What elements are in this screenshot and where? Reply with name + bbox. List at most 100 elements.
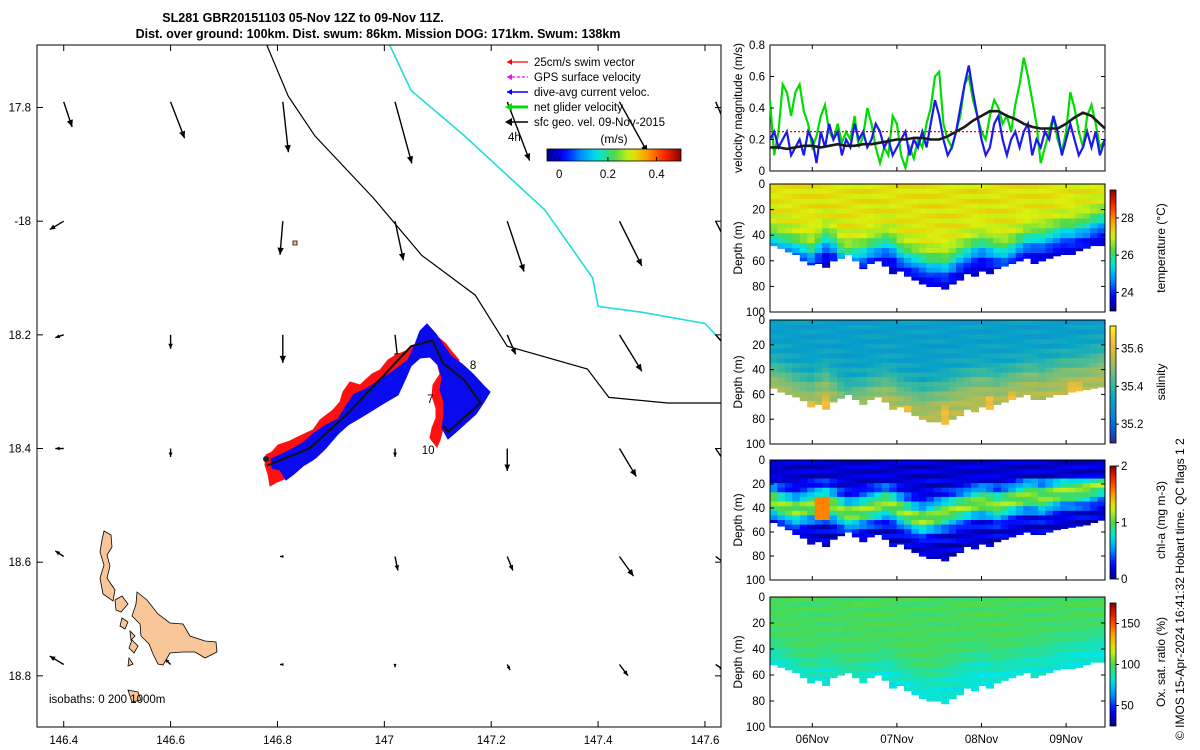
profile-y-tick-label: 80 [752, 414, 765, 426]
current-vector [506, 101, 531, 161]
current-vector [49, 220, 65, 231]
map-frame [36, 44, 722, 728]
profile-y-tick-label: 80 [752, 551, 765, 563]
isobath-1000m [388, 45, 721, 342]
current-vector [63, 101, 73, 128]
profile-y-tick-label: 60 [752, 670, 765, 682]
current-vector [715, 220, 721, 234]
velocity-panel: 0 0.2 0.4 0.6 0.8 velocity magnitude (m/s) [731, 40, 1107, 178]
glider-track [266, 339, 482, 467]
legend-label-swim: 25cm/s swim vector [534, 57, 635, 69]
track-map: 7 8 10 146.4 146.6 146.8 147 147.2 147.4 147.6 17… [9, 44, 722, 747]
current-vector [506, 664, 511, 671]
profile-ylabel: Depth (m) [731, 635, 745, 688]
isobaths-label: isobaths: 0 200 1000m [49, 694, 165, 706]
current-vector [618, 334, 643, 372]
profile-y-tick-label: 0 [759, 455, 765, 467]
profile-ylabel: Depth (m) [731, 221, 745, 274]
profile-y-tick-label: 20 [752, 205, 765, 217]
map-y-tick-label: 18.4 [9, 444, 32, 456]
profile-y-tick-label: 100 [746, 575, 765, 587]
velocity-y-tick-label: 0.4 [749, 103, 766, 115]
profile-cells [770, 597, 1105, 705]
profile-y-tick-label: 80 [752, 696, 765, 708]
colorbar-tick-label: 2 [1121, 461, 1127, 473]
map-y-tick-label: 18.6 [9, 557, 31, 569]
legend-item-dive-avg: dive-avg current veloc. [507, 87, 650, 99]
profile-cells [770, 460, 1105, 562]
current-vector [168, 334, 173, 349]
colorbar-tick-label: 35.2 [1121, 419, 1143, 431]
current-vector [279, 334, 286, 363]
title-line-1: SL281 GBR20151103 05-Nov 12Z to 09-Nov 1… [162, 11, 443, 25]
profile-cells [770, 184, 1105, 290]
day-label: 10 [422, 445, 435, 457]
current-vector [715, 448, 721, 458]
legend-label-dive-avg: dive-avg current veloc. [534, 87, 650, 99]
profile-y-tick-label: 60 [752, 256, 765, 268]
current-vector [280, 554, 284, 559]
current-vector [504, 448, 511, 471]
map-colorbar-ticks: 0 0.2 0.4 [556, 157, 665, 181]
profile-y-tick-label: 40 [752, 365, 765, 377]
current-vector [49, 655, 65, 666]
legend-item-sfc-geo: sfc geo. vel. 09-Nov-2015 [505, 117, 665, 129]
velocity-series [768, 57, 1107, 172]
current-vector [506, 556, 514, 571]
velocity-y-tick-label: 0.2 [749, 135, 765, 147]
legend-label-gps: GPS surface velocity [534, 72, 641, 84]
profile-y-tick-label: 60 [752, 527, 765, 539]
colorbar-label: salinity [1154, 364, 1168, 401]
profile-ylabel: Depth (m) [731, 355, 745, 408]
current-vector [618, 448, 637, 477]
profile-y-tick-label: 100 [746, 439, 765, 451]
current-vector [55, 446, 64, 451]
profile-y-tick-label: 40 [752, 644, 765, 656]
island-land [99, 240, 298, 703]
map-x-tick-label: 147.6 [691, 735, 720, 747]
colorbar-label: chl-a (mg m-3) [1154, 481, 1168, 559]
day-labels: 7 8 10 [422, 360, 477, 457]
current-vector [393, 448, 397, 457]
current-vector [168, 448, 173, 457]
current-vector [394, 556, 400, 571]
current-vector [715, 555, 721, 562]
current-vector [169, 101, 186, 139]
velocity-ylabel: velocity magnitude (m/s) [731, 43, 745, 173]
profile-colorbar [1109, 189, 1117, 312]
velocity-series-line [769, 65, 1107, 164]
title-line-2: Dist. over ground: 100km. Dist. swum: 86… [136, 27, 621, 41]
map-colorbar-tick-label: 0.2 [600, 169, 616, 181]
day-label: 7 [427, 394, 433, 406]
profile-frame [769, 319, 1106, 445]
profile-frame [769, 596, 1106, 728]
colorbar-tick-label: 100 [1121, 660, 1140, 672]
current-vector [277, 221, 284, 255]
map-x-tick-label: 147 [375, 735, 394, 747]
current-vector [393, 663, 397, 668]
map-y-tick-label: 18.8 [9, 671, 31, 683]
credit-text: © IMOS 15-Apr-2024 16:41:32 Hobart time.… [1173, 438, 1187, 740]
profile-panel-temperature: 0 20 40 60 80 100 Depth (m) 24 26 28 temperature (… [731, 179, 1168, 319]
map-x-tick-label: 147.2 [477, 735, 506, 747]
colorbar-tick-label: 50 [1121, 701, 1134, 713]
current-vector [618, 220, 643, 267]
map-colorbar-tick-label: 0 [556, 169, 562, 181]
profile-y-tick-label: 100 [746, 307, 765, 319]
time-x-tick-label: 07Nov [880, 734, 913, 746]
velocity-y-tick-label: 0.6 [749, 72, 765, 84]
profile-y-tick-label: 0 [759, 179, 765, 191]
profile-y-tick-label: 0 [759, 315, 765, 327]
profile-y-tick-label: 20 [752, 618, 765, 630]
profile-ylabel: Depth (m) [731, 493, 745, 546]
profile-colorbar [1109, 602, 1117, 727]
current-vector [715, 334, 721, 343]
map-x-tick-label: 147.4 [584, 735, 613, 747]
profile-y-tick-label: 80 [752, 281, 765, 293]
current-vector [618, 556, 635, 577]
map-colorbar-tick-label: 0.4 [649, 169, 666, 181]
dive-avg-current-band [270, 323, 491, 481]
current-vector [54, 550, 65, 558]
profile-frame [769, 459, 1106, 581]
